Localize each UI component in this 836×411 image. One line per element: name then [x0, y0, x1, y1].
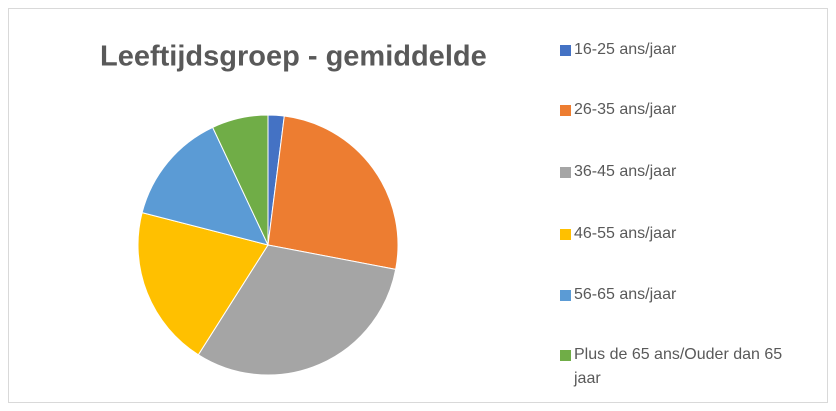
legend-label: 36-45 ans/jaar [574, 163, 677, 180]
legend-swatch [560, 105, 571, 116]
pie-slice [137, 212, 269, 356]
pie-slice [267, 115, 399, 270]
legend-label: Plus de 65 ans/Ouder dan 65 jaar [574, 346, 783, 387]
legend-swatch [560, 167, 571, 178]
legend-swatch [560, 350, 571, 361]
legend-item: 16-25 ans/jaar [560, 38, 810, 62]
legend-item: 26-35 ans/jaar [560, 98, 810, 122]
legend-item: 46-55 ans/jaar [560, 222, 810, 246]
legend-swatch [560, 229, 571, 240]
legend-label: 26-35 ans/jaar [574, 101, 677, 118]
legend-label: 56-65 ans/jaar [574, 286, 677, 303]
legend-swatch [560, 45, 571, 56]
pie [137, 114, 399, 376]
legend-label: 46-55 ans/jaar [574, 225, 677, 242]
legend-swatch [560, 290, 571, 301]
pie-slice [141, 126, 269, 246]
legend-item: 56-65 ans/jaar [560, 283, 810, 307]
chart-title: Leeftijdsgroep - gemiddelde [100, 41, 487, 73]
legend-item: Plus de 65 ans/Ouder dan 65 jaar [560, 343, 810, 391]
legend-label: 16-25 ans/jaar [574, 41, 677, 58]
pie-slice [211, 114, 269, 246]
legend-item: 36-45 ans/jaar [560, 160, 810, 184]
